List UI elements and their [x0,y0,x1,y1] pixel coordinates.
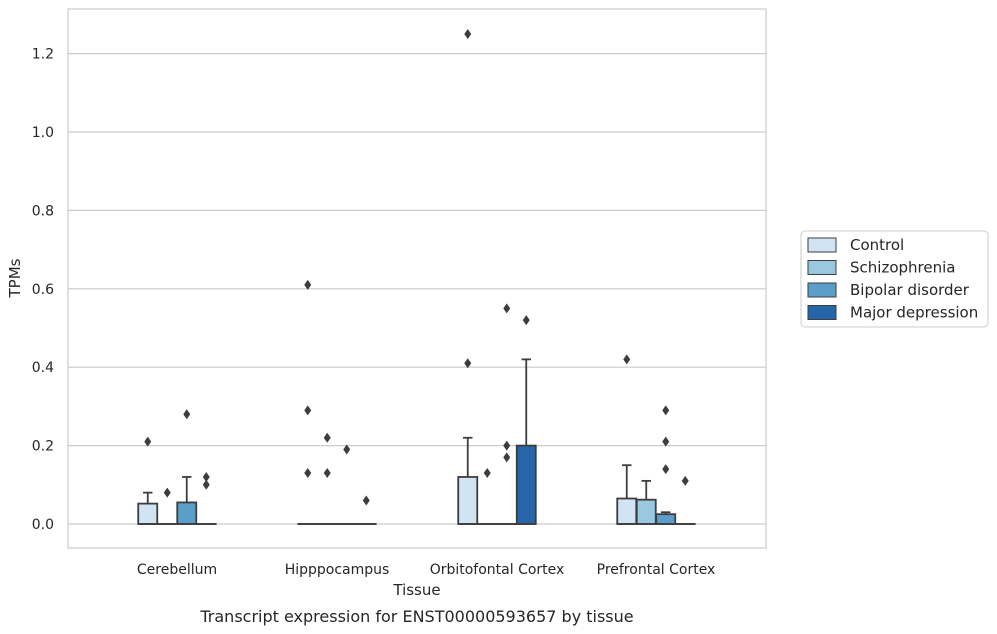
chart-caption: Transcript expression for ENST0000059365… [199,607,633,626]
box-group [616,354,638,525]
box-group [457,29,479,525]
outlier-point [503,440,511,451]
box-group [355,495,377,525]
outlier-point [623,354,631,365]
outlier-point [362,495,370,506]
x-tick-label: Orbitofontal Cortex [430,562,565,578]
outlier-point [662,405,670,416]
legend-label: Schizophrenia [850,259,955,277]
box-group [674,475,696,525]
x-tick-label: Hipppocampus [285,562,390,578]
y-axis-title: TPMs [6,258,24,298]
plot-frame [67,8,767,549]
y-tick-label: 0.8 [32,203,54,219]
legend-swatch [807,305,837,320]
outlier-point [183,409,191,420]
legend-label: Control [850,236,904,254]
legend-swatch [807,282,837,298]
y-tick-label: 0.2 [32,439,54,455]
box [515,444,537,525]
box-group [496,303,518,525]
box-group [176,409,198,525]
y-gridlines [68,52,766,525]
outlier-point [483,468,491,479]
outlier-point [503,452,511,463]
x-tick-label: Cerebellum [137,562,217,578]
box-group [515,315,537,525]
x-tick-labels: Cerebellum Hipppocampus Orbitofontal Corte… [137,562,715,578]
outlier-point [662,464,670,475]
box [176,501,198,525]
box-groups [137,29,696,525]
y-tick-label: 1.2 [32,47,54,63]
box-group [297,279,319,525]
outlier-point [202,471,210,482]
y-tick-label: 0.4 [32,360,54,376]
x-axis-title: Tissue [392,581,440,599]
outlier-point [503,303,511,314]
outlier-point [163,487,171,498]
legend-swatch [807,260,837,275]
box [137,502,159,525]
box [635,498,657,525]
legend: Control Schizophrenia Bipolar disorder Majo… [800,230,989,328]
outlier-point [662,436,670,447]
outlier-point [304,405,312,416]
legend-frame [800,230,989,328]
outlier-point [202,479,210,490]
box-group [635,479,657,525]
box [616,497,638,525]
outlier-point [304,279,312,290]
y-tick-labels: 0.0 0.2 0.4 0.6 0.8 1.0 1.2 [32,47,54,533]
box [457,476,479,525]
y-tick-label: 0.0 [32,517,54,533]
y-tick-label: 0.6 [32,282,54,298]
box-group [336,444,358,525]
legend-label: Bipolar disorder [850,281,970,299]
outlier-point [522,315,530,326]
outlier-point [323,432,331,443]
plot-area [68,9,766,548]
outlier-point [323,468,331,479]
box-group [195,471,217,525]
legend-label: Major depression [850,304,978,322]
outlier-point [464,29,472,39]
outlier-point [681,475,689,486]
outlier-point [144,436,152,447]
outlier-point [464,358,472,369]
box-group [655,405,677,525]
y-tick-label: 1.0 [32,125,54,141]
box-group [137,436,159,525]
outlier-point [343,444,351,455]
outlier-point [304,468,312,479]
x-tick-label: Prefrontal Cortex [597,562,716,578]
box [655,513,677,525]
legend-swatch [807,237,837,253]
